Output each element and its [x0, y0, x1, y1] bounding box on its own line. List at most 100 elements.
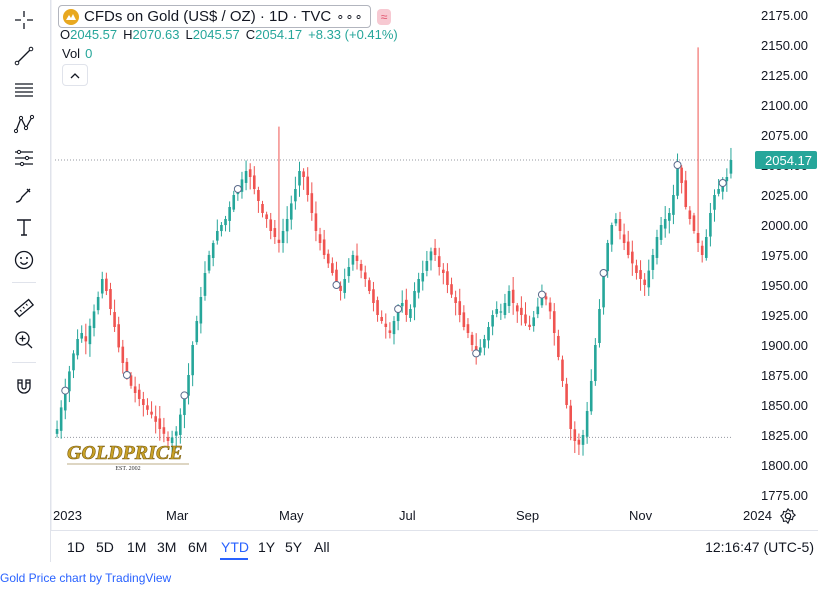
candle-body [454, 297, 457, 303]
magnet-icon[interactable] [10, 373, 38, 401]
range-button-5d[interactable]: 5D [96, 539, 114, 555]
candle-body [429, 251, 433, 261]
y-tick-label: 2125.00 [761, 68, 808, 83]
drawing-toolbar [0, 0, 51, 562]
candle-body [133, 386, 137, 393]
text-icon[interactable] [10, 213, 38, 241]
candle-body [524, 314, 527, 324]
symbol-legend: CFDs on Gold (US$ / OZ) · 1D · TVC ∘∘∘ ≈ [58, 5, 392, 28]
more-options-icon[interactable]: ∘∘∘ [336, 8, 364, 24]
candle-body [294, 189, 297, 202]
candle-body [433, 248, 437, 255]
clock-readout[interactable]: 12:16:47 (UTC-5) [705, 539, 814, 555]
x-tick-label: Jul [399, 508, 416, 523]
candle-body [359, 263, 363, 271]
market-status-badge[interactable]: ≈ [376, 8, 392, 25]
candle-body [672, 195, 675, 215]
last-price-label: 2054.17 [765, 153, 812, 168]
collapse-legend-button[interactable] [62, 64, 88, 86]
pattern-icon[interactable] [10, 110, 38, 138]
candle-body [150, 411, 153, 415]
candle-body [548, 302, 552, 312]
candle-body [347, 267, 351, 277]
y-tick-label: 1975.00 [761, 248, 808, 263]
y-tick-label: 2075.00 [761, 128, 808, 143]
price-chart[interactable]: 1775.00 1800.00 1825.00 1850.00 1875.00 1900.… [51, 0, 818, 530]
candle-body [158, 418, 162, 429]
volume-readout: Vol 0 [62, 46, 92, 61]
x-tick-label: 2024 [743, 508, 772, 523]
trend-line-icon[interactable] [10, 42, 38, 70]
range-button-ytd[interactable]: YTD [221, 539, 249, 555]
candle-body [84, 336, 88, 342]
y-tick-label: 2100.00 [761, 98, 808, 113]
candle-body [569, 405, 572, 429]
x-tick-label: 2023 [53, 508, 82, 523]
chart-area[interactable]: 1775.00 1800.00 1825.00 1850.00 1875.00 1900.… [51, 0, 818, 560]
horizontal-lines-icon[interactable] [10, 76, 38, 104]
gear-icon[interactable] [779, 507, 797, 525]
candle-body [717, 189, 720, 194]
candle-body [462, 312, 466, 327]
candle-body [339, 285, 342, 291]
candle-body [306, 176, 310, 195]
candle-body [88, 325, 92, 345]
zoom-in-icon[interactable] [10, 326, 38, 354]
x-tick-label: Nov [629, 508, 653, 523]
candle-body [252, 175, 256, 189]
candle-body [409, 309, 412, 318]
emoji-icon[interactable] [10, 246, 38, 274]
range-button-1m[interactable]: 1M [127, 539, 147, 555]
range-button-1y[interactable]: 1Y [258, 539, 276, 555]
range-button-6m[interactable]: 6M [188, 539, 208, 555]
candle-body [203, 273, 207, 296]
candle-body [483, 339, 486, 348]
candle-body [396, 309, 400, 322]
candle-body [244, 171, 248, 183]
candle-body [437, 256, 441, 267]
candle-body [318, 234, 322, 243]
event-marker-icon [61, 386, 70, 395]
range-button-all[interactable]: All [314, 539, 330, 555]
event-marker-icon [718, 179, 727, 187]
brush-icon[interactable] [10, 180, 38, 208]
event-marker-icon [537, 290, 546, 299]
candle-body [174, 431, 178, 436]
candle-body [72, 353, 75, 371]
volume-value: 0 [85, 46, 93, 61]
candle-body [121, 346, 125, 363]
candle-body [384, 323, 388, 327]
crosshair-icon[interactable] [10, 6, 38, 34]
candle-body [561, 359, 564, 381]
candle-body [495, 309, 499, 314]
range-button-3m[interactable]: 3M [157, 539, 177, 555]
candle-body [195, 321, 199, 343]
candle-body [458, 301, 462, 315]
candle-body [589, 381, 593, 412]
range-button-5y[interactable]: 5Y [285, 539, 303, 555]
x-tick-label: May [279, 508, 304, 523]
y-tick-label: 1825.00 [761, 428, 808, 443]
y-tick-label: 1900.00 [761, 338, 808, 353]
candle-body [310, 193, 314, 213]
range-button-1d[interactable]: 1D [67, 539, 85, 555]
candle-body [351, 255, 355, 265]
candle-body [581, 435, 585, 445]
event-marker-icon [122, 371, 131, 379]
candle-body [647, 270, 651, 288]
candle-body [302, 171, 305, 177]
candle-body [511, 289, 515, 303]
y-tick-label: 2000.00 [761, 218, 808, 233]
fib-retracement-icon[interactable] [10, 144, 38, 172]
candle-body [540, 294, 544, 306]
candle-body [552, 311, 556, 333]
candle-body [273, 228, 277, 237]
candle-body [565, 383, 568, 405]
ruler-icon[interactable] [10, 294, 38, 322]
attribution-link[interactable]: Gold Price chart by TradingView [0, 571, 172, 585]
candle-body [380, 316, 383, 321]
candle-body [125, 361, 129, 375]
symbol-selector[interactable]: CFDs on Gold (US$ / OZ) · 1D · TVC ∘∘∘ [58, 5, 371, 28]
candle-body [100, 279, 104, 294]
candle-body [704, 237, 708, 258]
